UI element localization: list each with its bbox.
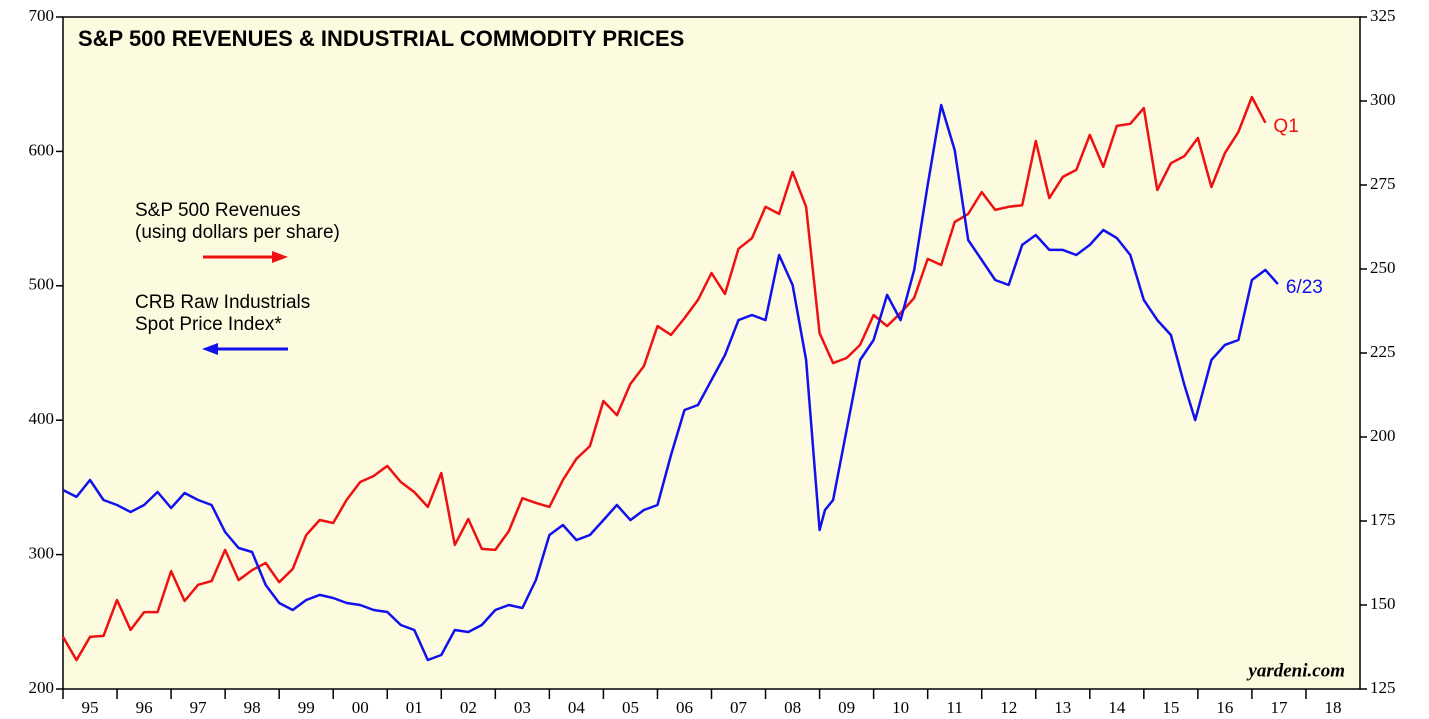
end-label: 6/23 [1286, 277, 1323, 298]
legend-label: S&P 500 Revenues (using dollars per shar… [135, 200, 340, 243]
x-tick-label: 96 [136, 698, 153, 717]
x-tick-label: 15 [1162, 698, 1179, 717]
y-tick-label: 300 [29, 544, 55, 563]
y2-tick-label: 250 [1370, 258, 1396, 277]
x-tick-label: 17 [1270, 698, 1288, 717]
x-tick-label: 05 [622, 698, 639, 717]
x-tick-label: 18 [1324, 698, 1341, 717]
series-line [61, 95, 1267, 662]
x-tick-label: 98 [244, 698, 261, 717]
y2-tick-label: 125 [1370, 678, 1396, 697]
x-tick-label: 07 [730, 698, 748, 717]
y-tick-label: 700 [29, 6, 55, 25]
x-tick-label: 08 [784, 698, 801, 717]
x-tick-label: 99 [298, 698, 315, 717]
y-tick-label: 200 [29, 678, 55, 697]
x-tick-label: 02 [460, 698, 477, 717]
x-tick-label: 11 [947, 698, 963, 717]
x-tick-label: 95 [82, 698, 99, 717]
x-tick-label: 13 [1054, 698, 1071, 717]
y-tick-label: 600 [29, 140, 55, 159]
y2-tick-label: 150 [1370, 594, 1396, 613]
x-tick-label: 04 [568, 698, 586, 717]
x-tick-label: 00 [352, 698, 369, 717]
legend-arrowhead [202, 343, 218, 355]
x-tick-label: 06 [676, 698, 693, 717]
source: yardeni.com [1246, 660, 1345, 681]
y2-tick-label: 325 [1370, 6, 1396, 25]
x-tick-label: 97 [190, 698, 208, 717]
y2-tick-label: 200 [1370, 426, 1396, 445]
plot-area [62, 16, 1361, 690]
y2-tick-label: 175 [1370, 510, 1396, 529]
x-tick-label: 01 [406, 698, 423, 717]
legend-label: CRB Raw Industrials Spot Price Index* [135, 292, 311, 335]
y-tick-label: 400 [29, 409, 55, 428]
chart-title: S&P 500 REVENUES & INDUSTRIAL COMMODITY … [78, 26, 684, 51]
x-tick-label: 16 [1216, 698, 1233, 717]
x-tick-label: 10 [892, 698, 909, 717]
x-tick-label: 03 [514, 698, 531, 717]
x-tick-label: 09 [838, 698, 855, 717]
x-tick-label: 12 [1000, 698, 1017, 717]
x-tick-label: 14 [1108, 698, 1126, 717]
y-tick-label: 500 [29, 275, 55, 294]
y2-tick-label: 300 [1370, 90, 1396, 109]
legend-arrowhead [272, 251, 288, 263]
y2-tick-label: 225 [1370, 342, 1396, 361]
end-label: Q1 [1273, 116, 1298, 137]
series-line [62, 103, 1279, 662]
y2-tick-label: 275 [1370, 174, 1396, 193]
